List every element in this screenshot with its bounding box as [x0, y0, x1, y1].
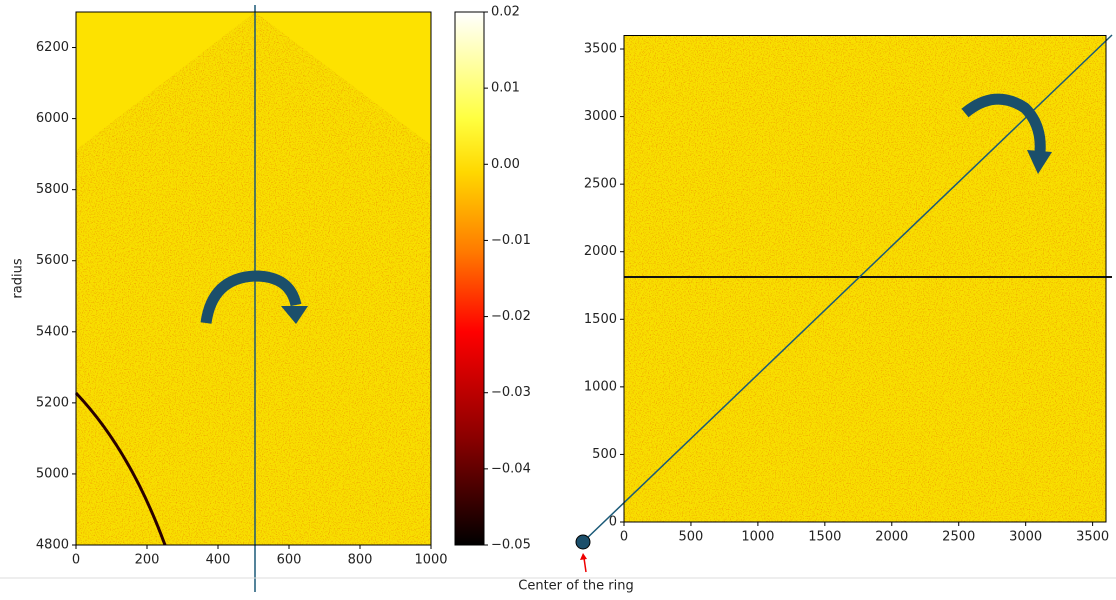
colorbar-tick-label: −0.02: [491, 309, 531, 324]
colorbar-tick-label: 0.01: [491, 81, 520, 96]
colorbar-tick-label: 0.00: [491, 157, 520, 172]
y-tick-label: 0: [609, 515, 617, 530]
x-tick-label: 3500: [1076, 530, 1109, 545]
ring-center: [575, 534, 591, 550]
curved-arrow: [961, 93, 1046, 153]
y-tick-label: 5400: [36, 324, 69, 339]
y-axis-label: radius: [11, 258, 26, 298]
y-tick-label: 1000: [584, 379, 617, 394]
x-tick-label: 0: [72, 553, 80, 568]
y-tick-label: 500: [592, 447, 617, 462]
x-tick-label: 200: [135, 553, 160, 568]
y-tick-label: 3500: [584, 42, 617, 57]
colorbar-tick-label: −0.04: [491, 461, 531, 476]
annotation: Center of the ring: [518, 579, 633, 594]
flat-region: [255, 12, 431, 145]
overlays: [0, 5, 1116, 592]
x-tick-label: 1500: [808, 530, 841, 545]
x-tick-label: 800: [348, 553, 373, 568]
y-tick-label: 5800: [36, 182, 69, 197]
arrowhead: [281, 306, 308, 324]
y-tick-label: 2500: [584, 177, 617, 192]
y-tick-label: 5200: [36, 395, 69, 410]
colorbar: [454, 11, 485, 546]
colorbar-tick-label: 0.02: [491, 5, 520, 20]
y-tick-label: 6000: [36, 111, 69, 126]
y-tick-label: 3000: [584, 109, 617, 124]
flat-region: [76, 12, 255, 150]
dark-arc: [74, 391, 167, 546]
x-tick-label: 1000: [414, 553, 447, 568]
plot-frame: [75, 11, 432, 546]
x-tick-label: 600: [277, 553, 302, 568]
y-tick-label: 4800: [36, 538, 69, 553]
colorbar-tick-label: −0.01: [491, 233, 531, 248]
x-tick-label: 500: [679, 530, 704, 545]
y-tick-label: 2000: [584, 244, 617, 259]
x-tick-label: 400: [206, 553, 231, 568]
red-arrowhead: [580, 553, 587, 560]
colorbar-tick-label: −0.05: [491, 538, 531, 553]
axes: 0 200 400 600 800 100048005000520054005600580…: [11, 5, 1110, 594]
arrowhead: [1027, 150, 1052, 174]
x-tick-label: 2500: [942, 530, 975, 545]
red-arrow: [583, 557, 587, 573]
y-tick-label: 6200: [36, 40, 69, 55]
y-tick-label: 5000: [36, 466, 69, 481]
curved-arrow: [200, 270, 302, 324]
diagonal-line: [582, 34, 1113, 543]
x-tick-label: 0: [620, 530, 628, 545]
y-tick-label: 5600: [36, 253, 69, 268]
x-tick-label: 1000: [741, 530, 774, 545]
plot-frame: [623, 35, 1107, 523]
x-tick-label: 3000: [1009, 530, 1042, 545]
x-tick-label: 2000: [875, 530, 908, 545]
y-tick-label: 1500: [584, 312, 617, 327]
heatmap-noise: [624, 35, 1106, 522]
colorbar-tick-label: −0.03: [491, 385, 531, 400]
